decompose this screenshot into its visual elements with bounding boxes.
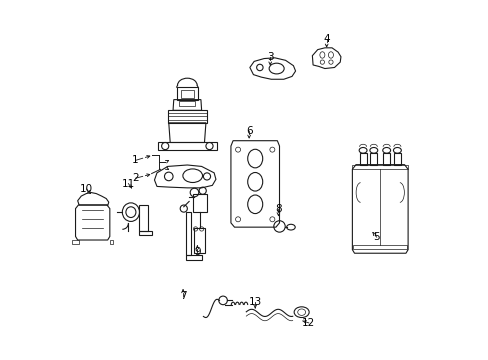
Text: 8: 8 <box>275 204 281 214</box>
Text: 13: 13 <box>248 297 261 307</box>
Text: 7: 7 <box>180 291 186 301</box>
Text: 1: 1 <box>132 156 139 165</box>
Text: 12: 12 <box>302 318 315 328</box>
Text: 10: 10 <box>80 184 93 194</box>
Text: 5: 5 <box>373 232 379 242</box>
Text: 3: 3 <box>266 52 273 62</box>
Text: 6: 6 <box>245 126 252 136</box>
Text: 4: 4 <box>323 34 329 44</box>
Text: 2: 2 <box>132 173 139 183</box>
Text: 11: 11 <box>122 179 135 189</box>
Text: 9: 9 <box>194 247 200 257</box>
